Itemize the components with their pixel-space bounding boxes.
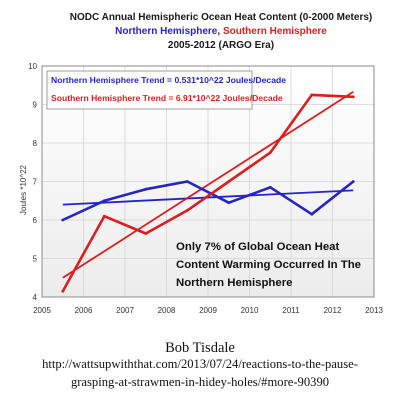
caption-link-line-1[interactable]: http://wattsupwiththat.com/2013/07/24/re… (42, 357, 358, 371)
data-series (61, 93, 355, 293)
legend-north-trend: Northern Hemisphere Trend = 0.531*10^22 … (51, 75, 286, 85)
chart-title: NODC Annual Hemispheric Ocean Heat Conte… (70, 12, 372, 23)
legend: Northern Hemisphere Trend = 0.531*10^22 … (46, 70, 286, 110)
south-data-point (310, 93, 314, 97)
y-tick-label: 10 (28, 62, 37, 71)
north-data-point (102, 199, 106, 203)
annotation-line-2: Content Warming Occurred In The (176, 259, 361, 271)
y-tick-label: 4 (33, 293, 38, 302)
north-data-point (144, 187, 148, 191)
x-tick-label: 2009 (199, 306, 217, 315)
y-axis-label: Joules *10^22 (19, 164, 28, 215)
south-data-point (227, 180, 231, 183)
trendline-south (62, 91, 354, 279)
subtitle-north: Northern Hemisphere (115, 26, 218, 37)
chart-subtitle: Northern Hemisphere, Southern Hemisphere (115, 26, 327, 37)
y-tick-label: 7 (33, 178, 38, 187)
south-data-point (61, 289, 65, 293)
north-data-point (185, 180, 189, 183)
caption-author: Bob Tisdale (165, 340, 235, 356)
x-tick-label: 2005 (33, 306, 51, 315)
north-data-point (268, 185, 272, 189)
y-tick-label: 6 (33, 216, 38, 225)
annotation: Only 7% of Global Ocean Heat Content War… (176, 241, 361, 289)
tick-labels: 4 5 6 7 8 9 10 2005 2006 2007 2008 2009 2010 2011 2012… (28, 62, 383, 315)
north-data-point (61, 218, 65, 222)
x-tick-label: 2006 (75, 306, 93, 315)
x-tick-label: 2010 (241, 306, 259, 315)
annotation-line-3: Northern Hemisphere (176, 277, 292, 289)
annotation-line-1: Only 7% of Global Ocean Heat (176, 241, 340, 253)
north-data-point (310, 212, 314, 216)
plot-border (41, 65, 375, 298)
x-tick-label: 2007 (116, 306, 134, 315)
chart: NODC Annual Hemispheric Ocean Heat Conte… (19, 12, 383, 315)
series-north-line (62, 180, 355, 222)
caption-link-line-2[interactable]: grasping-at-strawmen-in-hidey-holes/#mor… (70, 375, 330, 389)
legend-south-trend: Southern Hemisphere Trend = 6.91*10^22 J… (51, 93, 283, 103)
subtitle-separator: , (217, 26, 223, 37)
x-tick-label: 2008 (158, 306, 176, 315)
north-data-point (351, 180, 355, 183)
y-tick-label: 5 (33, 255, 38, 264)
north-data-point (227, 201, 231, 205)
x-tick-label: 2012 (324, 306, 342, 315)
series-south-line (61, 93, 354, 292)
legend-box (46, 70, 253, 110)
south-data-point (144, 232, 148, 235)
y-tick-label: 8 (33, 139, 38, 148)
x-tick-label: 2013 (365, 306, 383, 315)
x-tick-label: 2011 (282, 306, 300, 315)
south-data-point (185, 208, 189, 212)
chart-period: 2005-2012 (ARGO Era) (168, 40, 274, 51)
south-data-point (102, 214, 106, 218)
y-tick-label: 9 (33, 101, 38, 110)
south-data-point (351, 95, 355, 99)
south-data-point (268, 151, 272, 155)
subtitle-south: Southern Hemisphere (223, 26, 327, 37)
